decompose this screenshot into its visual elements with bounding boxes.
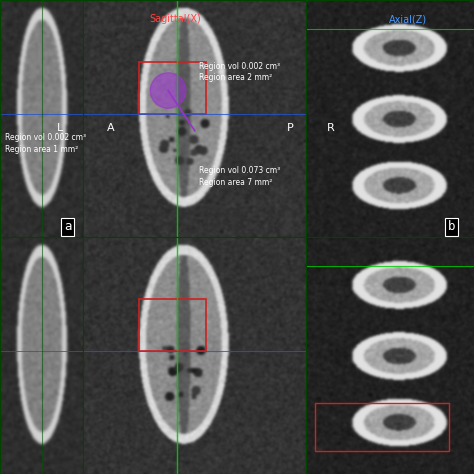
Bar [315,403,449,451]
Text: Axial(Z): Axial(Z) [389,14,427,24]
Text: L: L [57,123,63,133]
Circle shape [150,73,186,109]
Text: b: b [448,220,456,233]
Bar [139,299,206,351]
Text: Region area 2 mm²: Region area 2 mm² [199,73,273,82]
Text: Sagittal(X): Sagittal(X) [149,14,201,24]
Text: Region vol 0.073 cm³: Region vol 0.073 cm³ [199,166,280,175]
Bar [139,62,206,114]
Text: Region vol 0.002 cm³: Region vol 0.002 cm³ [199,62,280,71]
Text: A: A [107,123,114,133]
Text: R: R [327,123,335,133]
Text: Region area 7 mm²: Region area 7 mm² [199,178,273,187]
Text: Region vol 0.002 cm³: Region vol 0.002 cm³ [5,133,86,142]
Text: Region area 1 mm²: Region area 1 mm² [5,145,78,154]
Text: a: a [64,220,72,233]
Text: P: P [287,123,293,133]
